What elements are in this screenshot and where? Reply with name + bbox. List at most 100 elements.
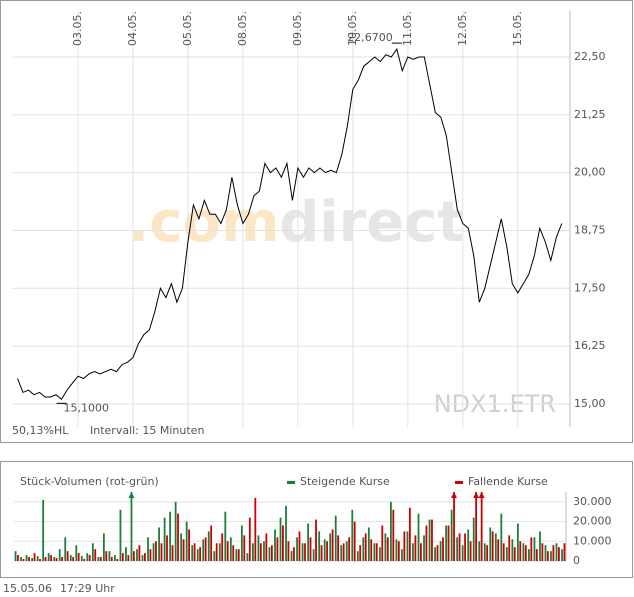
- y-tick-label: 18,75: [574, 223, 606, 236]
- volume-bar: [91, 543, 94, 561]
- volume-bar: [458, 533, 461, 561]
- volume-bar: [141, 555, 144, 561]
- volume-bar: [138, 545, 141, 561]
- volume-bar: [160, 543, 163, 561]
- volume-bar: [450, 509, 453, 561]
- volume-bar: [359, 545, 362, 561]
- volume-bar: [524, 545, 527, 561]
- volume-bar: [475, 492, 478, 561]
- volume-bar: [464, 533, 466, 561]
- volume-bar: [453, 492, 455, 561]
- volume-bar: [152, 543, 155, 561]
- volume-bar: [33, 553, 36, 561]
- volume-bar: [86, 553, 89, 561]
- volume-bar: [136, 549, 138, 561]
- volume-bar: [215, 543, 218, 561]
- y-tick-label: 17,50: [574, 281, 606, 294]
- volume-bar: [254, 497, 257, 561]
- volume-bar: [210, 525, 213, 561]
- legend-label: Steigende Kurse: [300, 475, 390, 488]
- volume-bar: [199, 547, 202, 561]
- volume-bar: [320, 545, 323, 561]
- volume-bar: [315, 519, 317, 561]
- volume-bar: [467, 529, 470, 561]
- volume-bar: [72, 557, 75, 561]
- volume-bar: [309, 537, 312, 561]
- volume-bar: [384, 533, 387, 561]
- volume-bar: [442, 537, 444, 561]
- volume-bar: [77, 553, 80, 561]
- volume-bar: [528, 549, 530, 561]
- volume-bar: [166, 535, 168, 561]
- volume-bar: [268, 547, 271, 561]
- volume-bar: [185, 521, 188, 561]
- volume-bar: [180, 533, 183, 561]
- watermark-part: direct: [279, 190, 464, 255]
- volume-bar: [502, 543, 505, 561]
- y-tick-label: 20,00: [574, 166, 606, 179]
- price-panel: [0, 0, 633, 443]
- volume-bar: [390, 501, 392, 561]
- volume-bar: [318, 531, 321, 561]
- volume-bar: [163, 517, 166, 561]
- y-tick-label: 20.000: [573, 515, 612, 528]
- volume-bar: [375, 543, 378, 561]
- x-tick-label: 05.05.: [181, 11, 194, 46]
- volume-bar: [491, 531, 494, 561]
- volume-bar: [447, 525, 450, 561]
- volume-bar: [312, 549, 315, 561]
- volume-bar: [558, 547, 560, 561]
- volume-bar: [489, 527, 492, 561]
- volume-bar: [270, 545, 273, 561]
- volume-bar: [351, 509, 354, 561]
- volume-bar: [337, 535, 340, 561]
- volume-bar: [362, 537, 365, 561]
- volume-bar: [53, 557, 56, 561]
- volume-bar: [240, 525, 243, 561]
- volume-bar: [511, 539, 514, 561]
- volume-bar: [552, 545, 555, 561]
- volume-bar: [434, 547, 436, 561]
- chart-note: 50,13%HL: [12, 424, 69, 437]
- volume-bar: [500, 513, 503, 561]
- volume-bar: [248, 517, 251, 561]
- volume-bar: [456, 537, 459, 561]
- volume-bar: [171, 545, 174, 561]
- volume-bar: [69, 555, 72, 561]
- volume-bar: [516, 523, 519, 561]
- chart-note: Intervall: 15 Minuten: [90, 424, 204, 437]
- volume-bar: [218, 543, 221, 561]
- annotation-label: 22,6700: [347, 31, 393, 44]
- volume-bar: [285, 505, 287, 561]
- volume-bar: [252, 543, 254, 561]
- volume-bar: [229, 537, 232, 561]
- y-tick-label: 0: [573, 554, 580, 567]
- volume-bar: [114, 555, 116, 561]
- volume-bar: [232, 545, 235, 561]
- volume-bar: [364, 533, 367, 561]
- volume-bar: [119, 509, 122, 561]
- volume-bar: [39, 559, 41, 561]
- volume-bar: [401, 549, 403, 561]
- volume-bar: [539, 531, 541, 561]
- x-tick-label: 09.05.: [291, 11, 304, 46]
- volume-bar: [461, 545, 464, 561]
- volume-bar: [55, 558, 58, 561]
- overflow-arrow: [128, 492, 135, 498]
- volume-bar: [204, 537, 207, 561]
- volume-bar: [110, 557, 113, 561]
- volume-bar: [414, 535, 417, 561]
- volume-bar: [550, 551, 552, 561]
- volume-bar: [403, 531, 406, 561]
- y-tick-label: 16,25: [574, 339, 606, 352]
- x-tick-label: 08.05.: [236, 11, 249, 46]
- volume-bar: [367, 527, 370, 561]
- volume-bar: [541, 543, 544, 561]
- volume-bar: [221, 533, 224, 561]
- volume-bar: [486, 545, 489, 561]
- volume-bar: [202, 539, 205, 561]
- x-tick-label: 11.05.: [401, 11, 414, 46]
- volume-bar: [508, 535, 511, 561]
- volume-bar: [436, 545, 439, 561]
